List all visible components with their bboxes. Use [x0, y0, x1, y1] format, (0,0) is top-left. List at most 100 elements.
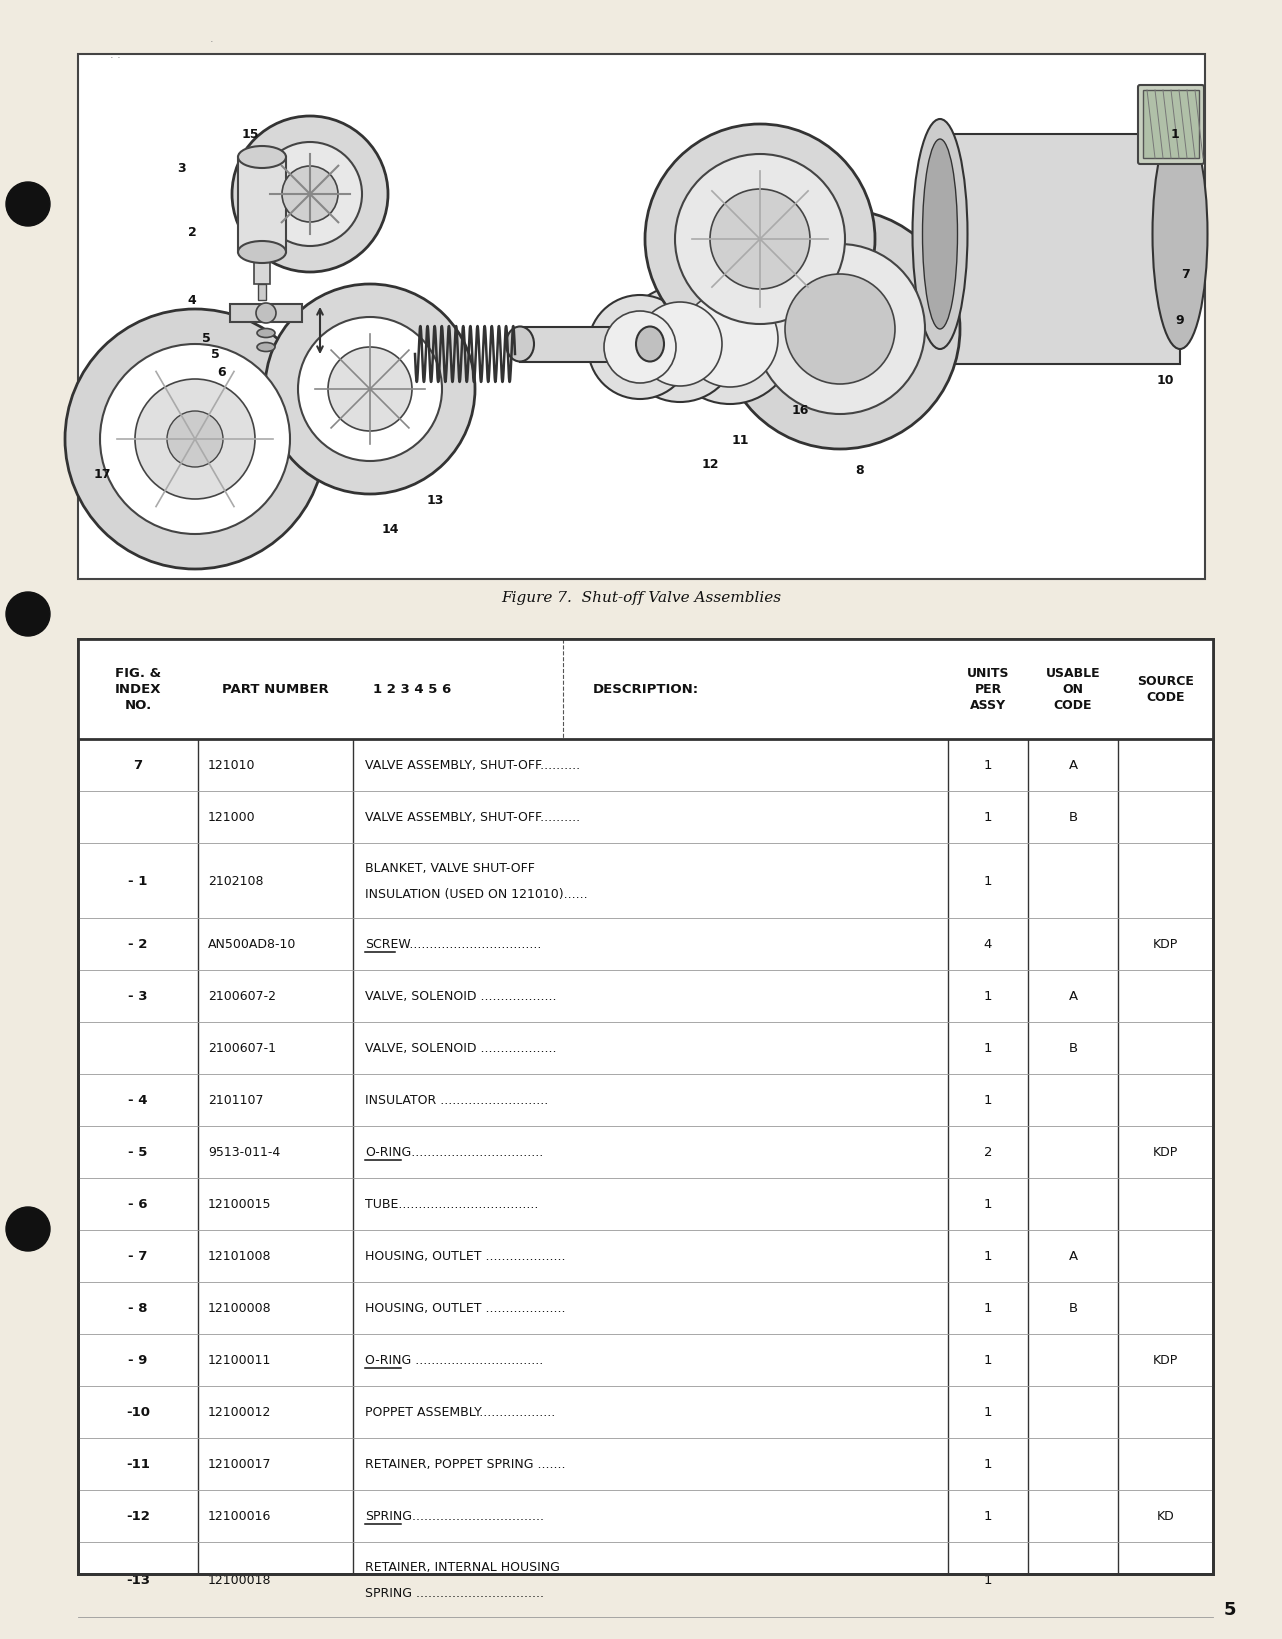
- Circle shape: [65, 310, 326, 570]
- Text: -13: -13: [126, 1573, 150, 1587]
- Text: VALVE, SOLENOID ...................: VALVE, SOLENOID ...................: [365, 1042, 556, 1056]
- Circle shape: [622, 287, 738, 403]
- Text: B: B: [1068, 811, 1078, 824]
- Circle shape: [6, 184, 50, 226]
- Text: - 6: - 6: [128, 1198, 147, 1211]
- Bar: [78, 56, 1205, 580]
- Circle shape: [710, 190, 810, 290]
- Circle shape: [676, 156, 845, 325]
- Ellipse shape: [1153, 120, 1208, 349]
- Text: 16: 16: [791, 403, 809, 416]
- Text: 1: 1: [983, 1406, 992, 1419]
- Text: BLANKET, VALVE SHUT-OFF: BLANKET, VALVE SHUT-OFF: [365, 862, 535, 875]
- Bar: [78, 639, 1213, 1573]
- Text: 4: 4: [983, 938, 992, 951]
- Circle shape: [638, 303, 722, 387]
- Circle shape: [167, 411, 223, 467]
- Text: USABLE
ON
CODE: USABLE ON CODE: [1046, 667, 1100, 711]
- Text: UNITS
PER
ASSY: UNITS PER ASSY: [967, 667, 1009, 711]
- Text: - 1: - 1: [128, 875, 147, 887]
- Text: HOUSING, OUTLET ....................: HOUSING, OUTLET ....................: [365, 1301, 565, 1314]
- Text: SPRING ................................: SPRING ................................: [365, 1587, 544, 1600]
- Text: 8: 8: [855, 464, 864, 477]
- Ellipse shape: [923, 139, 958, 329]
- Ellipse shape: [256, 329, 276, 338]
- Text: -10: -10: [126, 1406, 150, 1419]
- Ellipse shape: [506, 328, 535, 362]
- Circle shape: [785, 275, 895, 385]
- Bar: [229, 305, 303, 323]
- Text: SOURCE
CODE: SOURCE CODE: [1137, 675, 1194, 705]
- Circle shape: [297, 318, 442, 462]
- Text: 1: 1: [983, 1457, 992, 1470]
- Text: -11: -11: [126, 1457, 150, 1470]
- Text: AN500AD8-10: AN500AD8-10: [208, 938, 296, 951]
- Text: 1: 1: [983, 875, 992, 887]
- Text: 12: 12: [701, 459, 719, 472]
- Text: 5: 5: [210, 349, 219, 361]
- Text: - 3: - 3: [128, 990, 147, 1003]
- Text: A: A: [1068, 1249, 1078, 1262]
- FancyBboxPatch shape: [1138, 85, 1204, 166]
- Text: 12100016: 12100016: [208, 1510, 272, 1523]
- Text: 5: 5: [1224, 1600, 1236, 1618]
- Text: 1: 1: [983, 1093, 992, 1106]
- Text: POPPET ASSEMBLY...................: POPPET ASSEMBLY...................: [365, 1406, 555, 1419]
- Text: 1 2 3 4 5 6: 1 2 3 4 5 6: [373, 683, 451, 697]
- Text: O-RING.................................: O-RING.................................: [365, 1146, 544, 1159]
- Text: RETAINER, INTERNAL HOUSING: RETAINER, INTERNAL HOUSING: [365, 1560, 560, 1573]
- Text: O-RING ................................: O-RING ................................: [365, 1354, 544, 1367]
- Ellipse shape: [636, 328, 664, 362]
- Text: 4: 4: [187, 293, 196, 306]
- Text: KDP: KDP: [1153, 938, 1178, 951]
- Text: TUBE...................................: TUBE...................................: [365, 1198, 538, 1211]
- Text: . .: . .: [110, 49, 121, 61]
- Bar: [238, 157, 286, 252]
- Text: 17: 17: [94, 469, 110, 482]
- Ellipse shape: [256, 343, 276, 352]
- Circle shape: [6, 593, 50, 636]
- Ellipse shape: [238, 148, 286, 169]
- Text: 2101107: 2101107: [208, 1093, 264, 1106]
- Text: 1: 1: [983, 1301, 992, 1314]
- Circle shape: [588, 295, 692, 400]
- Ellipse shape: [913, 120, 968, 349]
- Text: A: A: [1068, 759, 1078, 772]
- Circle shape: [135, 380, 255, 500]
- Text: 2100607-2: 2100607-2: [208, 990, 276, 1003]
- Bar: [78, 639, 1213, 739]
- Text: VALVE, SOLENOID ...................: VALVE, SOLENOID ...................: [365, 990, 556, 1003]
- Bar: [1144, 90, 1199, 159]
- Text: Figure 7.  Shut-off Valve Assemblies: Figure 7. Shut-off Valve Assemblies: [501, 590, 781, 605]
- Circle shape: [604, 311, 676, 384]
- Ellipse shape: [256, 303, 276, 325]
- Circle shape: [645, 125, 876, 354]
- Text: - 5: - 5: [128, 1146, 147, 1159]
- Text: 12100017: 12100017: [208, 1457, 272, 1470]
- Text: -12: -12: [126, 1510, 150, 1523]
- Text: HOUSING, OUTLET ....................: HOUSING, OUTLET ....................: [365, 1249, 565, 1262]
- Ellipse shape: [238, 243, 286, 264]
- Text: 14: 14: [381, 523, 399, 536]
- Bar: [254, 252, 271, 285]
- Text: 9: 9: [1176, 313, 1185, 326]
- Text: .: .: [210, 34, 214, 44]
- Text: 1: 1: [983, 1354, 992, 1367]
- Text: 121000: 121000: [208, 811, 255, 824]
- Bar: [840, 275, 940, 385]
- Text: 1: 1: [983, 759, 992, 772]
- Text: - 2: - 2: [128, 938, 147, 951]
- Text: FIG. &
INDEX
NO.: FIG. & INDEX NO.: [115, 667, 162, 711]
- Circle shape: [6, 1208, 50, 1251]
- Text: - 7: - 7: [128, 1249, 147, 1262]
- Text: 12100012: 12100012: [208, 1406, 272, 1419]
- Circle shape: [232, 116, 388, 272]
- Text: 12101008: 12101008: [208, 1249, 272, 1262]
- Text: INSULATION (USED ON 121010)......: INSULATION (USED ON 121010)......: [365, 887, 587, 900]
- Text: 3: 3: [178, 161, 186, 174]
- Circle shape: [258, 143, 362, 247]
- Text: 12100015: 12100015: [208, 1198, 272, 1211]
- Circle shape: [100, 344, 290, 534]
- Text: 1: 1: [983, 1042, 992, 1056]
- Text: INSULATOR ...........................: INSULATOR ...........................: [365, 1093, 549, 1106]
